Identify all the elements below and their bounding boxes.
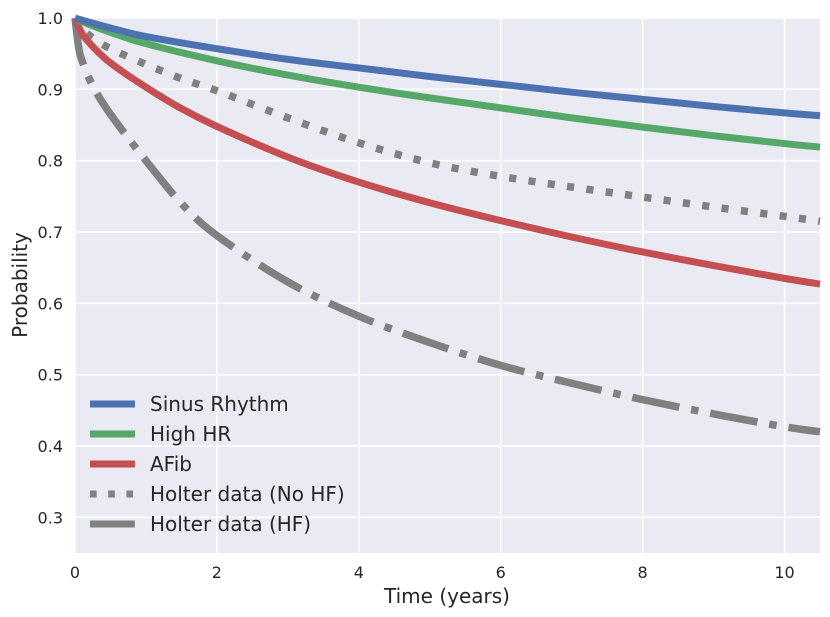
series-line-afib [71, 16, 821, 288]
y-tick-label: 0.7 [38, 223, 63, 242]
y-axis-label: Probability [8, 232, 32, 338]
legend-label: Sinus Rhythm [150, 392, 289, 416]
y-tick-label: 0.9 [38, 80, 63, 99]
legend-label: Holter data (No HF) [150, 482, 345, 506]
series-line-holter-data-no-hf [71, 15, 821, 226]
legend-label: Holter data (HF) [150, 512, 311, 536]
legend: Sinus Rhythm High HR AFib Holter data (No H… [90, 392, 345, 536]
y-axis-ticks: 0.3 0.4 0.5 0.6 0.7 0.8 0.9 1.0 [38, 9, 63, 527]
x-tick-label: 2 [212, 563, 222, 582]
y-tick-label: 0.8 [38, 152, 63, 171]
series-line-sinus-rhythm [73, 14, 821, 120]
x-axis-ticks: 0 2 4 6 8 10 [70, 563, 795, 582]
x-tick-label: 6 [496, 563, 506, 582]
grid-lines [74, 17, 820, 553]
y-tick-label: 0.6 [38, 294, 63, 313]
legend-label: High HR [150, 422, 231, 446]
y-tick-label: 0.3 [38, 508, 63, 527]
series-line-holter-data-hf [71, 17, 821, 436]
x-tick-label: 4 [354, 563, 364, 582]
x-tick-label: 0 [70, 563, 80, 582]
x-tick-label: 10 [774, 563, 794, 582]
y-tick-label: 0.4 [38, 437, 63, 456]
series-layer [71, 14, 821, 436]
x-axis-label: Time (years) [383, 584, 510, 608]
x-tick-label: 8 [638, 563, 648, 582]
series-line-high-hr [73, 14, 821, 151]
y-tick-label: 0.5 [38, 366, 63, 385]
y-tick-label: 1.0 [38, 9, 63, 28]
legend-label: AFib [150, 452, 192, 476]
